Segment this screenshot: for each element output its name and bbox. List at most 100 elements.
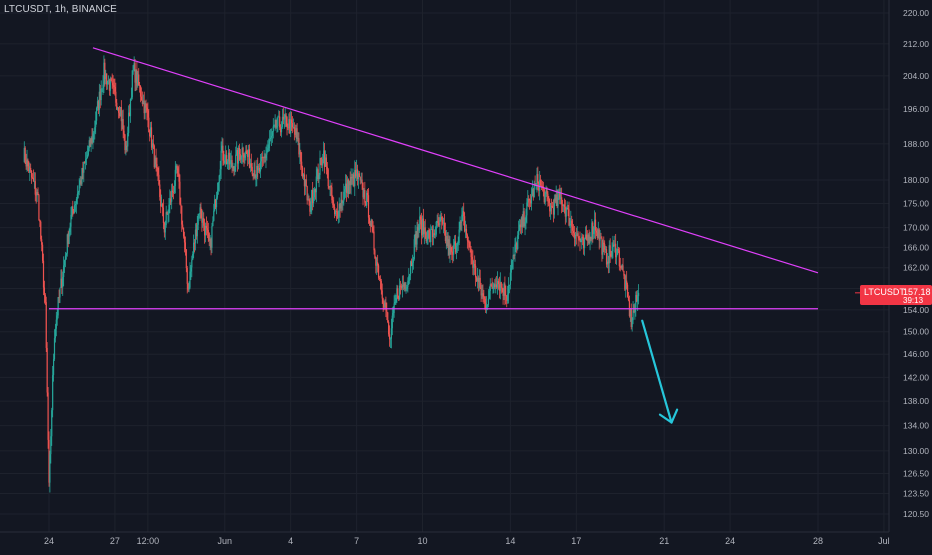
candle-body [591, 222, 593, 240]
candle [600, 232, 602, 239]
candle-body [526, 202, 528, 216]
candle-body [161, 204, 163, 207]
candle-body [68, 232, 70, 244]
candle [135, 69, 137, 92]
candle [329, 179, 331, 196]
candle-body [546, 189, 548, 194]
candle-body [104, 62, 106, 79]
candle-body [278, 116, 280, 118]
candle-body [584, 234, 587, 240]
candle [401, 275, 403, 298]
candle [250, 153, 252, 172]
candle-body [561, 197, 563, 205]
candle-body [444, 230, 447, 241]
candle [104, 58, 106, 87]
candle [172, 185, 175, 200]
candle-body [460, 221, 462, 223]
candle [506, 294, 508, 308]
candle-body [448, 239, 450, 255]
candle [91, 128, 93, 145]
candle-body [322, 163, 324, 166]
candle [290, 110, 292, 138]
candle [404, 281, 406, 292]
y-tick-label: 146.00 [903, 349, 929, 359]
candle [176, 164, 178, 177]
candle [376, 257, 378, 276]
candle [626, 282, 629, 298]
candle [540, 179, 543, 191]
candle [254, 160, 256, 180]
candle [330, 185, 332, 197]
candle [625, 274, 627, 298]
candle [65, 252, 67, 260]
candle-body [49, 454, 51, 483]
candle [507, 285, 509, 304]
candle-body [558, 193, 560, 198]
candle [464, 220, 467, 239]
candle [50, 428, 52, 464]
y-tick-label: 123.50 [903, 489, 929, 499]
candle-body [495, 284, 497, 288]
candle [601, 236, 603, 262]
chart-title: LTCUSDT, 1h, BINANCE [4, 4, 117, 15]
y-tick-label: 142.00 [903, 372, 929, 382]
y-tick-label: 162.00 [903, 263, 929, 273]
candle [631, 317, 633, 332]
candle-body [589, 236, 591, 244]
candle [409, 273, 411, 284]
x-tick-label: 27 [110, 536, 120, 546]
candle [399, 278, 401, 301]
candle-body [150, 127, 152, 137]
candle-body [347, 179, 349, 195]
candle [594, 210, 596, 239]
candle [470, 245, 472, 265]
candle [131, 70, 133, 100]
candle-body [349, 181, 351, 186]
candle-body [571, 220, 573, 227]
candle-body [201, 218, 203, 223]
candle-body [592, 222, 594, 234]
candle-body [496, 281, 499, 288]
candle [465, 224, 468, 239]
candle-body [299, 151, 301, 155]
candle-body [449, 245, 451, 255]
candle-body [389, 338, 392, 340]
candle [60, 269, 62, 288]
candle [407, 277, 409, 293]
candle-body [204, 225, 207, 236]
candle-body [90, 137, 92, 147]
candle [581, 233, 583, 250]
candle [24, 146, 26, 165]
candle [493, 283, 495, 294]
candle [395, 294, 397, 305]
candle-body [32, 177, 35, 182]
candle [545, 185, 547, 197]
candle-body [38, 195, 40, 221]
candle [610, 250, 612, 258]
candle-body [210, 239, 212, 248]
candle [186, 265, 188, 294]
candle-body [560, 197, 562, 199]
candle-body [28, 166, 30, 173]
candle [356, 159, 358, 181]
down-arrow[interactable] [641, 319, 679, 424]
candle [167, 209, 169, 224]
candle [584, 226, 587, 240]
candle-body [27, 159, 29, 167]
candle-body [204, 225, 206, 236]
descending-trendline[interactable] [92, 47, 819, 274]
candle [126, 140, 128, 153]
candle-body [152, 143, 154, 146]
candle-body [187, 283, 189, 290]
candle [41, 242, 44, 264]
candle-body [112, 83, 114, 86]
last-price-badge: LTCUSDT 157.18 39:13 [860, 285, 932, 305]
candle [637, 284, 640, 305]
candle [163, 221, 165, 238]
candle [123, 125, 125, 141]
candle-body [73, 210, 75, 214]
candle [36, 189, 38, 202]
candle-body [36, 191, 38, 196]
